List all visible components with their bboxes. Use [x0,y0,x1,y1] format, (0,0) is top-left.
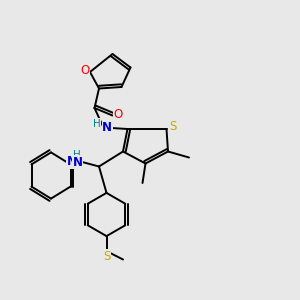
Text: H: H [93,119,101,129]
Text: H: H [73,150,80,160]
Text: N: N [67,155,77,169]
Text: N: N [72,155,82,169]
Text: O: O [80,64,89,77]
Text: N: N [102,121,112,134]
Text: O: O [113,107,122,121]
Text: S: S [169,120,177,133]
Text: S: S [103,250,110,263]
